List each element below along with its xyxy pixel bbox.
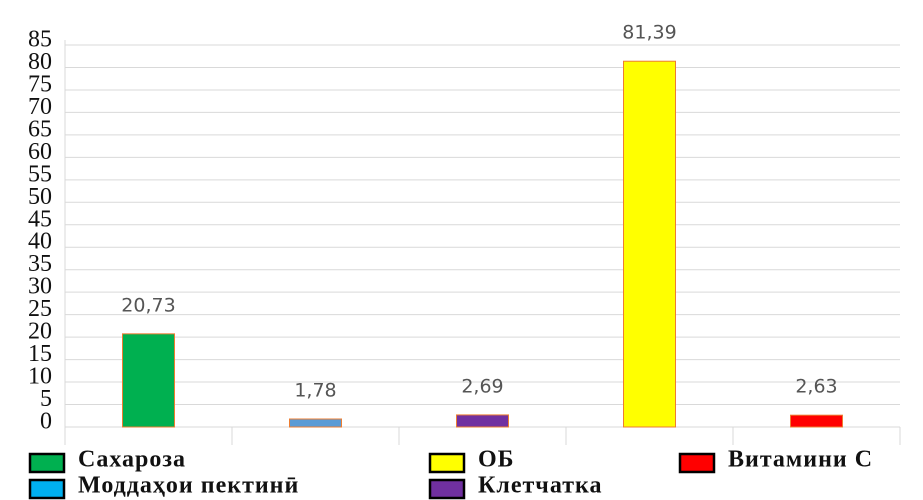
data-label: 81,39 [622, 22, 676, 44]
legend-swatch [28, 452, 66, 474]
y-tick-label: 40 [28, 229, 52, 255]
y-tick-label: 65 [28, 116, 52, 142]
y-tick-label: 75 [28, 71, 52, 97]
data-label: 2,69 [461, 375, 503, 397]
y-tick-label: 70 [28, 94, 52, 120]
y-tick-label: 35 [28, 251, 52, 277]
y-tick-label: 20 [28, 319, 52, 345]
y-tick-label: 45 [28, 206, 52, 232]
legend-label: Клетчатка [478, 473, 602, 499]
y-tick-label: 10 [28, 364, 52, 390]
legend-label: ОБ [478, 447, 515, 473]
legend-swatch [428, 452, 466, 474]
bar [289, 418, 342, 428]
y-tick-label: 30 [28, 274, 52, 300]
data-label: 1,78 [294, 380, 336, 402]
y-tick-label: 60 [28, 139, 52, 165]
legend-label: Сахароза [78, 447, 186, 473]
y-tick-label: 15 [28, 341, 52, 367]
bar [122, 333, 175, 428]
y-tick-label: 80 [28, 49, 52, 75]
y-tick-label: 0 [40, 409, 52, 435]
y-tick-label: 55 [28, 161, 52, 187]
legend-label: Моддаҳои пектинӣ [78, 473, 299, 499]
bar [623, 60, 676, 428]
legend-swatch [28, 478, 66, 500]
legend-swatch [678, 452, 716, 474]
y-tick-label: 5 [40, 386, 52, 412]
legend-swatch [428, 478, 466, 500]
y-tick-label: 50 [28, 184, 52, 210]
y-tick-label: 85 [28, 27, 52, 53]
bar [456, 414, 509, 428]
data-label: 20,73 [121, 294, 175, 316]
y-tick-label: 25 [28, 296, 52, 322]
bar [790, 414, 843, 428]
legend-label: Витамини С [728, 447, 873, 473]
data-label: 2,63 [795, 376, 837, 398]
